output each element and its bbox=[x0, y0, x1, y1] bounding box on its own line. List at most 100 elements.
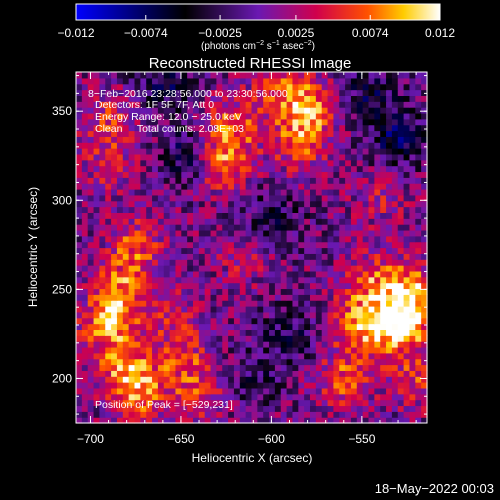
heatmap-cell bbox=[327, 364, 334, 371]
heatmap-cell bbox=[146, 247, 153, 254]
heatmap-cell bbox=[345, 212, 352, 219]
heatmap-cell bbox=[421, 276, 428, 284]
heatmap-cell bbox=[304, 323, 311, 330]
heatmap-cell bbox=[321, 130, 329, 137]
heatmap-cell bbox=[286, 72, 294, 79]
heatmap-cell bbox=[415, 118, 422, 126]
heatmap-cell bbox=[76, 89, 83, 96]
heatmap-cell bbox=[105, 224, 112, 231]
heatmap-cell bbox=[105, 177, 112, 184]
heatmap-cell bbox=[298, 335, 305, 342]
heatmap-cell bbox=[403, 376, 411, 383]
heatmap-cell bbox=[403, 265, 411, 272]
heatmap-cell bbox=[193, 335, 200, 342]
heatmap-cell bbox=[157, 346, 165, 354]
heatmap-cell bbox=[280, 306, 288, 313]
heatmap-cell bbox=[339, 259, 346, 266]
heatmap-cell bbox=[122, 364, 130, 371]
heatmap-cell bbox=[233, 282, 241, 290]
heatmap-cell bbox=[146, 405, 153, 412]
heatmap-cell bbox=[116, 136, 124, 143]
heatmap-cell bbox=[140, 124, 147, 132]
heatmap-cell bbox=[116, 159, 124, 167]
heatmap-cell bbox=[280, 130, 288, 137]
heatmap-cell bbox=[409, 288, 416, 295]
heatmap-cell bbox=[298, 311, 305, 319]
heatmap-cell bbox=[193, 148, 200, 155]
heatmap-cell bbox=[421, 247, 428, 254]
heatmap-cell bbox=[157, 130, 165, 137]
heatmap-cell bbox=[274, 229, 282, 237]
heatmap-cell bbox=[222, 171, 229, 178]
heatmap-cell bbox=[380, 335, 387, 342]
heatmap-cell bbox=[187, 72, 194, 79]
heatmap-cell bbox=[222, 247, 229, 254]
heatmap-cell bbox=[415, 253, 422, 260]
heatmap-cell bbox=[228, 124, 235, 132]
heatmap-cell bbox=[321, 159, 329, 167]
heatmap-cell bbox=[327, 118, 334, 126]
heatmap-cell bbox=[321, 83, 329, 91]
heatmap-cell bbox=[257, 83, 264, 91]
heatmap-cell bbox=[111, 329, 118, 336]
heatmap-cell bbox=[128, 241, 136, 249]
heatmap-cell bbox=[397, 382, 405, 389]
heatmap-cell bbox=[233, 253, 241, 260]
heatmap-cell bbox=[134, 153, 141, 161]
heatmap-cell bbox=[386, 107, 393, 114]
heatmap-cell bbox=[339, 206, 346, 213]
heatmap-cell bbox=[146, 276, 153, 284]
heatmap-cell bbox=[152, 171, 159, 178]
heatmap-cell bbox=[239, 270, 247, 278]
heatmap-cell bbox=[146, 77, 153, 85]
heatmap-cell bbox=[409, 235, 416, 243]
heatmap-cell bbox=[198, 276, 206, 284]
heatmap-cell bbox=[111, 148, 118, 155]
heatmap-cell bbox=[146, 224, 153, 231]
heatmap-cell bbox=[204, 417, 212, 424]
heatmap-cell bbox=[415, 300, 422, 307]
heatmap-cell bbox=[274, 83, 282, 91]
heatmap-cell bbox=[87, 95, 95, 102]
heatmap-cell bbox=[233, 393, 241, 401]
heatmap-cell bbox=[128, 72, 136, 79]
heatmap-cell bbox=[105, 247, 112, 254]
heatmap-cell bbox=[368, 194, 375, 202]
heatmap-cell bbox=[233, 411, 241, 418]
heatmap-cell bbox=[310, 171, 317, 178]
heatmap-cell bbox=[368, 323, 375, 330]
heatmap-cell bbox=[134, 387, 141, 395]
heatmap-cell bbox=[257, 194, 264, 202]
heatmap-cell bbox=[111, 323, 118, 330]
heatmap-cell bbox=[333, 83, 340, 91]
heatmap-cell bbox=[286, 399, 294, 407]
heatmap-cell bbox=[415, 341, 422, 348]
heatmap-cell bbox=[222, 72, 229, 79]
heatmap-cell bbox=[374, 177, 381, 184]
heatmap-cell bbox=[251, 218, 258, 225]
heatmap-cell bbox=[362, 165, 370, 173]
heatmap-cell bbox=[280, 235, 288, 243]
heatmap-cell bbox=[87, 382, 95, 389]
heatmap-cell bbox=[403, 229, 411, 237]
heatmap-cell bbox=[228, 346, 235, 354]
heatmap-cell bbox=[339, 229, 346, 237]
heatmap-cell bbox=[128, 270, 136, 278]
heatmap-cell bbox=[409, 341, 416, 348]
heatmap-cell bbox=[193, 89, 200, 96]
heatmap-cell bbox=[222, 311, 229, 319]
heatmap-cell bbox=[315, 370, 323, 377]
heatmap-cell bbox=[391, 411, 399, 418]
heatmap-cell bbox=[239, 259, 247, 266]
heatmap-cell bbox=[140, 247, 147, 254]
heatmap-cell bbox=[350, 218, 358, 225]
heatmap-cell bbox=[128, 136, 136, 143]
heatmap-cell bbox=[122, 306, 130, 313]
heatmap-cell bbox=[251, 171, 258, 178]
heatmap-cell bbox=[169, 194, 177, 202]
heatmap-cell bbox=[257, 229, 264, 237]
heatmap-cell bbox=[87, 142, 95, 149]
heatmap-cell bbox=[245, 306, 253, 313]
heatmap-cell bbox=[157, 112, 165, 120]
heatmap-cell bbox=[216, 142, 223, 149]
